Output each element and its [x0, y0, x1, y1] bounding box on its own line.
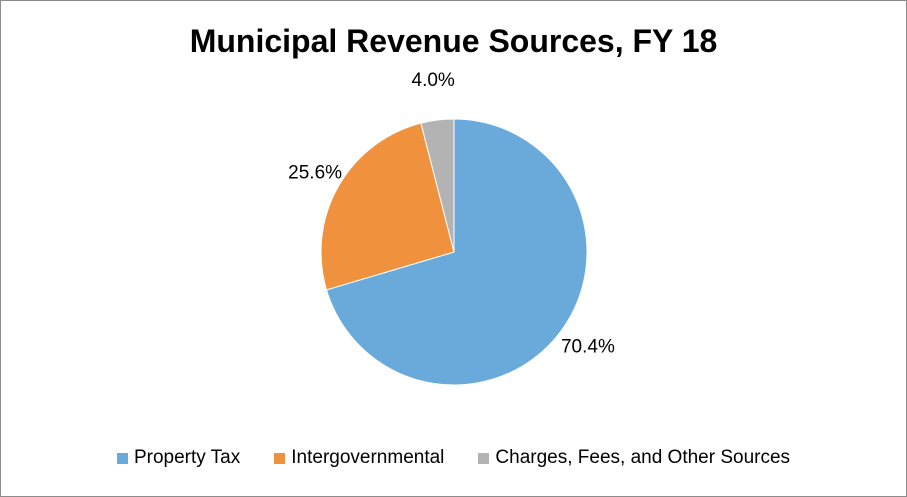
legend-item-intergovernmental: Intergovernmental [274, 447, 444, 469]
pie-chart: 70.4% 25.6% 4.0% [288, 70, 615, 386]
legend-swatch-property-tax [116, 452, 128, 464]
legend-label-property-tax: Property Tax [133, 447, 241, 468]
pie-slice-intergovernmental [320, 122, 455, 291]
legend-item-charges-fees-and-other-sources: Charges, Fees, and Other Sources [478, 447, 790, 469]
chart-title: Municipal Revenue Sources, FY 18 [189, 23, 718, 59]
legend-label-charges-fees-and-other-sources: Charges, Fees, and Other Sources [495, 447, 791, 468]
data-label-intergovernmental: 25.6% [288, 162, 342, 183]
pie-slice-charges-fees-and-other-sources [420, 118, 455, 253]
legend-label-intergovernmental: Intergovernmental [291, 447, 445, 468]
legend: Property Tax Intergovernmental Charges, Fe… [1, 447, 906, 469]
pie-slice-property-tax [325, 118, 588, 386]
legend-swatch-charges-fees-and-other-sources [478, 452, 490, 464]
data-label-charges-fees-and-other-sources: 4.0% [412, 70, 455, 91]
data-label-property-tax: 70.4% [561, 336, 615, 357]
legend-item-property-tax: Property Tax [116, 447, 241, 469]
legend-swatch-intergovernmental [274, 452, 286, 464]
